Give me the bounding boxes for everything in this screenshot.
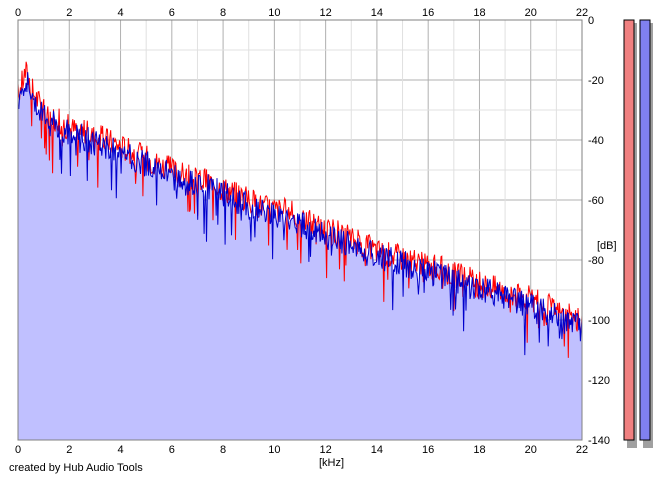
x-tick-bottom-label: 20: [525, 444, 537, 456]
y-tick-label: -100: [588, 315, 610, 327]
level-meters: [623, 19, 653, 448]
x-tick-top-label: 12: [320, 7, 332, 19]
x-tick-bottom-label: 22: [576, 444, 588, 456]
x-tick-bottom-label: 12: [320, 444, 332, 456]
level-meter-right: [639, 19, 651, 441]
spectrum-fill-area: [18, 72, 582, 440]
y-tick-label: -120: [588, 375, 610, 387]
y-tick-label: 0: [588, 15, 594, 27]
y-tick-label: -140: [588, 435, 610, 447]
x-tick-top-label: 4: [117, 7, 123, 19]
x-tick-top-label: 8: [220, 7, 226, 19]
x-tick-bottom-label: 14: [371, 444, 383, 456]
x-tick-top-label: 18: [473, 7, 485, 19]
x-tick-bottom-label: 2: [66, 444, 72, 456]
x-tick-bottom-label: 10: [268, 444, 280, 456]
x-tick-bottom-label: 0: [15, 444, 21, 456]
x-tick-top-label: 6: [169, 7, 175, 19]
y-tick-label: -80: [588, 255, 604, 267]
x-tick-bottom-label: 6: [169, 444, 175, 456]
x-tick-bottom-label: 8: [220, 444, 226, 456]
y-ticks: 0 -20 -40 -60 -80 -100 -120 -140: [588, 15, 610, 447]
x-tick-bottom-label: 16: [422, 444, 434, 456]
x-tick-top-label: 20: [525, 7, 537, 19]
credit-text: created by Hub Audio Tools: [9, 462, 143, 474]
y-axis-unit: [dB]: [597, 240, 617, 252]
series-blue-line: [17, 72, 583, 356]
x-tick-bottom-label: 4: [117, 444, 123, 456]
x-tick-bottom-label: 18: [473, 444, 485, 456]
x-tick-top-label: 10: [268, 7, 280, 19]
x-tick-top-label: 16: [422, 7, 434, 19]
x-tick-top-label: 22: [576, 7, 588, 19]
plot-border: [17, 19, 583, 441]
x-tick-top-label: 0: [15, 7, 21, 19]
x-ticks-bottom: 0 2 4 6 8 10 12 14 16 18 20 22: [15, 444, 588, 456]
y-tick-label: -20: [588, 75, 604, 87]
x-axis-unit: [kHz]: [319, 457, 345, 469]
level-meter-left: [623, 19, 635, 441]
x-tick-top-label: 14: [371, 7, 383, 19]
x-ticks-top: 0 2 4 6 8 10 12 14 16 18 20 22: [15, 7, 588, 19]
y-tick-label: -60: [588, 195, 604, 207]
y-tick-label: -40: [588, 135, 604, 147]
x-tick-top-label: 2: [66, 7, 72, 19]
